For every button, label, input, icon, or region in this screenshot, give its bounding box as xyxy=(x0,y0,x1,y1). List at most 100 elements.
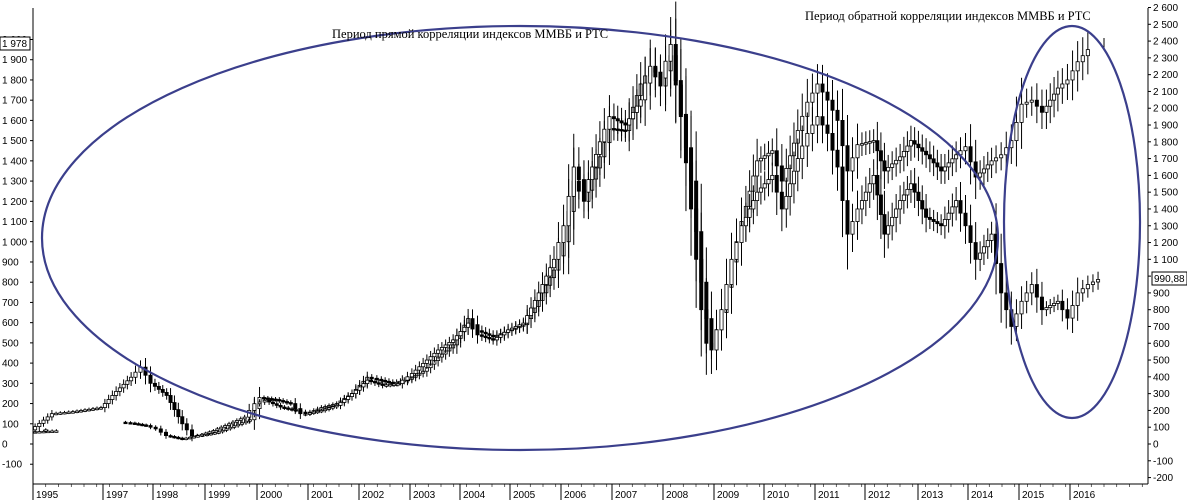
x-tick-label: 2001 xyxy=(311,490,334,500)
candle-body xyxy=(37,431,42,434)
right-tick-label: 1 800 xyxy=(1153,137,1178,148)
candle-body xyxy=(506,329,511,333)
right-tick-label: 1 300 xyxy=(1153,221,1178,232)
candle-body xyxy=(1029,284,1034,294)
candle-body xyxy=(284,401,289,404)
candle-body xyxy=(1024,292,1029,302)
candle-body xyxy=(830,133,835,151)
left-tick-label: 100 xyxy=(2,419,19,430)
candle-body xyxy=(1044,105,1049,113)
candle-body xyxy=(454,335,459,341)
candle-body xyxy=(658,71,663,79)
candle-body xyxy=(950,206,955,214)
candle-body xyxy=(215,428,220,431)
candle-body xyxy=(521,322,526,326)
candle-body xyxy=(942,166,947,172)
candle-body xyxy=(1070,305,1075,319)
candle-body xyxy=(66,411,71,414)
candle-body xyxy=(1004,292,1009,311)
candle-body xyxy=(380,383,385,386)
candle-body xyxy=(334,404,339,408)
candle-body xyxy=(795,158,800,172)
candle-body xyxy=(466,322,471,328)
candle-body xyxy=(648,65,653,84)
left-last-value-box xyxy=(0,36,31,51)
candle-body xyxy=(483,335,488,339)
candle-body xyxy=(242,416,247,420)
candle-body xyxy=(323,408,328,412)
candle-body xyxy=(1044,307,1049,311)
candle-body xyxy=(779,191,784,210)
candle-body xyxy=(678,80,683,118)
candle-body xyxy=(743,216,748,227)
candle-body xyxy=(374,377,379,381)
candle-body xyxy=(160,388,165,393)
candle-body xyxy=(912,140,917,145)
candle-body xyxy=(443,344,448,348)
x-tick-label: 1998 xyxy=(156,490,179,500)
left-tick-label: 1 600 xyxy=(2,116,27,127)
x-tick-label: 2003 xyxy=(413,490,436,500)
candle-body xyxy=(230,421,235,425)
candle-body xyxy=(164,392,169,396)
candle-body xyxy=(330,406,335,409)
candle-body xyxy=(199,433,204,437)
candle-body xyxy=(180,416,185,425)
candle-body xyxy=(262,399,267,403)
candle-body xyxy=(494,336,499,341)
x-tick-label: 2005 xyxy=(513,490,536,500)
candle-body xyxy=(240,422,245,425)
candle-body xyxy=(395,383,400,386)
candle-body xyxy=(867,141,872,144)
candle-body xyxy=(619,120,624,124)
candle-body xyxy=(262,397,267,400)
candle-body xyxy=(835,109,840,121)
right-tick-label: 800 xyxy=(1153,305,1170,316)
candle-body xyxy=(1024,101,1029,105)
candle-body xyxy=(195,435,200,438)
candle-body xyxy=(935,221,940,225)
candle-body xyxy=(882,160,887,172)
candle-body xyxy=(243,420,248,424)
candle-body xyxy=(1039,105,1044,113)
candle-body xyxy=(458,331,463,337)
candle-body xyxy=(594,153,599,168)
candle-body xyxy=(168,435,173,438)
candle-body xyxy=(855,144,860,159)
left-tick-label: 300 xyxy=(2,379,19,390)
candle-body xyxy=(1055,87,1060,95)
right-last-value: 990,88 xyxy=(1154,274,1185,285)
candle-body xyxy=(835,149,840,168)
candle-body xyxy=(372,381,377,384)
candle-body xyxy=(353,389,358,395)
candle-body xyxy=(267,399,272,403)
right-tick-label: 2 100 xyxy=(1153,87,1178,98)
left-last-value: 1 978 xyxy=(2,39,27,50)
right-tick-label: 100 xyxy=(1153,423,1170,434)
candle-body xyxy=(379,378,384,382)
candle-body xyxy=(615,118,620,122)
candle-body xyxy=(770,150,775,154)
candle-body xyxy=(935,162,940,168)
candle-body xyxy=(894,159,899,165)
candle-body xyxy=(45,416,50,421)
candle-body xyxy=(908,183,913,190)
left-tick-label: 600 xyxy=(2,318,19,329)
candle-body xyxy=(1014,122,1019,142)
candle-body xyxy=(1070,70,1075,81)
candle-body xyxy=(270,401,275,405)
left-tick-label: 1 400 xyxy=(2,156,27,167)
candle-body xyxy=(357,386,362,391)
candle-body xyxy=(714,329,719,351)
candle-body xyxy=(602,128,607,143)
candle-body xyxy=(830,99,835,111)
candle-body xyxy=(908,140,913,147)
right-tick-label: 600 xyxy=(1153,339,1170,350)
x-tick-label: 2014 xyxy=(971,490,994,500)
candle-body xyxy=(981,168,986,174)
candle-body xyxy=(886,167,891,172)
candle-body xyxy=(927,154,932,160)
candle-body xyxy=(931,158,936,164)
candle-body xyxy=(532,300,537,309)
